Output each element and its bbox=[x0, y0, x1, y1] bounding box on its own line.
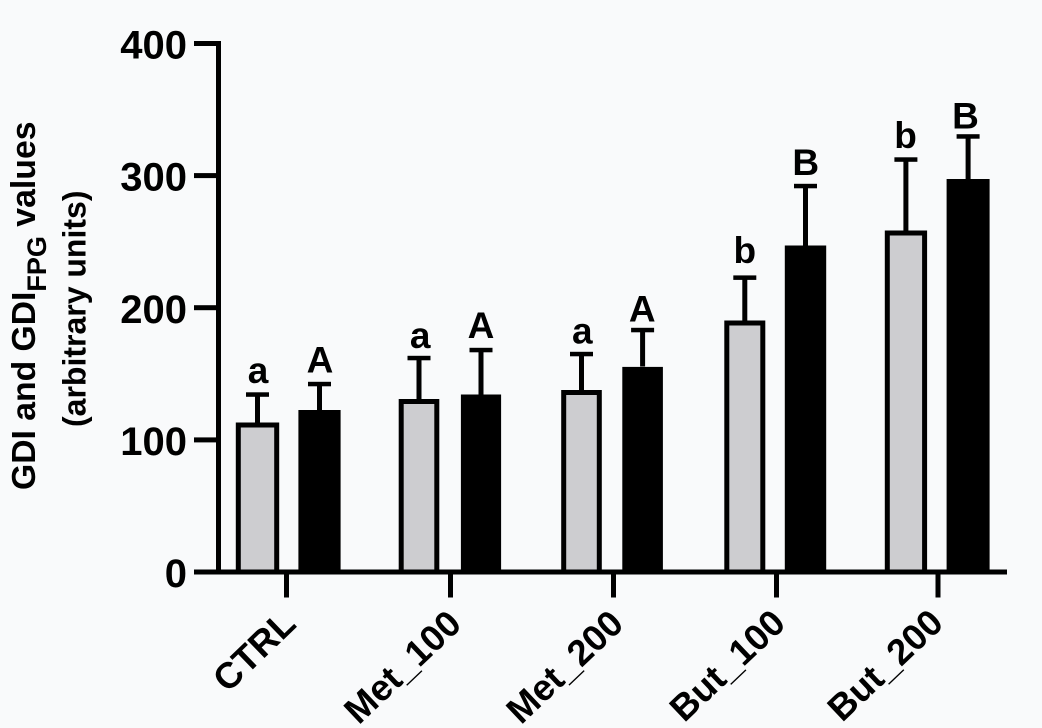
svg-text:0: 0 bbox=[165, 552, 187, 596]
svg-text:100: 100 bbox=[120, 420, 187, 464]
svg-text:200: 200 bbox=[120, 288, 187, 332]
svg-text:B: B bbox=[952, 96, 979, 137]
svg-text:b: b bbox=[733, 230, 756, 271]
svg-text:B: B bbox=[792, 142, 819, 183]
svg-text:400: 400 bbox=[120, 24, 187, 68]
svg-text:300: 300 bbox=[120, 156, 187, 200]
svg-text:b: b bbox=[894, 115, 917, 156]
svg-text:A: A bbox=[307, 340, 334, 381]
svg-text:A: A bbox=[468, 305, 495, 346]
svg-text:(arbitrary units): (arbitrary units) bbox=[57, 191, 93, 427]
svg-text:A: A bbox=[629, 289, 656, 330]
svg-text:a: a bbox=[248, 350, 269, 391]
svg-text:a: a bbox=[572, 311, 593, 352]
svg-text:a: a bbox=[410, 315, 431, 356]
